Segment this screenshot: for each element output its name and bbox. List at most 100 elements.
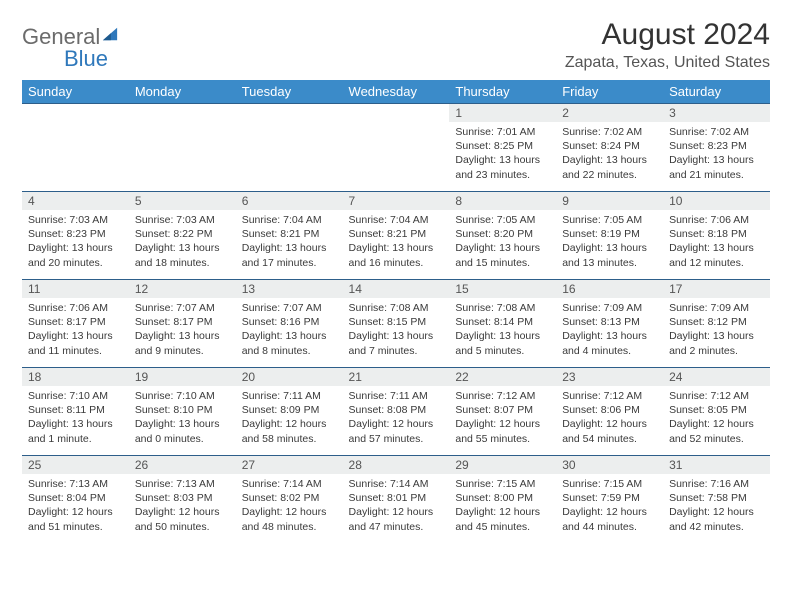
sunrise: Sunrise: 7:10 AM — [28, 389, 123, 403]
sunrise: Sunrise: 7:13 AM — [28, 477, 123, 491]
day-details: Sunrise: 7:10 AMSunset: 8:11 PMDaylight:… — [22, 386, 129, 450]
day-number: 10 — [663, 192, 770, 210]
sunset: Sunset: 7:59 PM — [562, 491, 657, 505]
daylight: Daylight: 13 hours and 17 minutes. — [242, 241, 337, 269]
daylight: Daylight: 12 hours and 47 minutes. — [349, 505, 444, 533]
sunrise: Sunrise: 7:16 AM — [669, 477, 764, 491]
calendar-cell: 3Sunrise: 7:02 AMSunset: 8:23 PMDaylight… — [663, 104, 770, 192]
day-number: 9 — [556, 192, 663, 210]
day-details: Sunrise: 7:07 AMSunset: 8:16 PMDaylight:… — [236, 298, 343, 362]
sunrise: Sunrise: 7:15 AM — [455, 477, 550, 491]
sunset: Sunset: 8:01 PM — [349, 491, 444, 505]
sunset: Sunset: 8:12 PM — [669, 315, 764, 329]
sunrise: Sunrise: 7:02 AM — [562, 125, 657, 139]
calendar-cell: 12Sunrise: 7:07 AMSunset: 8:17 PMDayligh… — [129, 280, 236, 368]
sunset: Sunset: 8:10 PM — [135, 403, 230, 417]
day-number: 16 — [556, 280, 663, 298]
day-header-row: SundayMondayTuesdayWednesdayThursdayFrid… — [22, 80, 770, 104]
day-number: 3 — [663, 104, 770, 122]
sunset: Sunset: 8:19 PM — [562, 227, 657, 241]
sunset: Sunset: 8:23 PM — [669, 139, 764, 153]
daylight: Daylight: 12 hours and 57 minutes. — [349, 417, 444, 445]
sunset: Sunset: 8:02 PM — [242, 491, 337, 505]
day-header: Sunday — [22, 80, 129, 104]
day-number: 19 — [129, 368, 236, 386]
daylight: Daylight: 12 hours and 44 minutes. — [562, 505, 657, 533]
daylight: Daylight: 13 hours and 18 minutes. — [135, 241, 230, 269]
day-number: 13 — [236, 280, 343, 298]
calendar-cell: 7Sunrise: 7:04 AMSunset: 8:21 PMDaylight… — [343, 192, 450, 280]
sunrise: Sunrise: 7:14 AM — [242, 477, 337, 491]
sunrise: Sunrise: 7:13 AM — [135, 477, 230, 491]
sunrise: Sunrise: 7:12 AM — [455, 389, 550, 403]
sunrise: Sunrise: 7:07 AM — [242, 301, 337, 315]
day-details: Sunrise: 7:05 AMSunset: 8:19 PMDaylight:… — [556, 210, 663, 274]
day-details: Sunrise: 7:03 AMSunset: 8:23 PMDaylight:… — [22, 210, 129, 274]
calendar-cell: 22Sunrise: 7:12 AMSunset: 8:07 PMDayligh… — [449, 368, 556, 456]
header: GeneralBlue August 2024 Zapata, Texas, U… — [22, 18, 770, 72]
calendar-page: GeneralBlue August 2024 Zapata, Texas, U… — [0, 0, 792, 544]
daylight: Daylight: 13 hours and 16 minutes. — [349, 241, 444, 269]
sunrise: Sunrise: 7:04 AM — [349, 213, 444, 227]
sunrise: Sunrise: 7:12 AM — [669, 389, 764, 403]
day-number: 12 — [129, 280, 236, 298]
day-number: 27 — [236, 456, 343, 474]
day-details: Sunrise: 7:09 AMSunset: 8:13 PMDaylight:… — [556, 298, 663, 362]
day-details: Sunrise: 7:02 AMSunset: 8:24 PMDaylight:… — [556, 122, 663, 186]
sunset: Sunset: 8:11 PM — [28, 403, 123, 417]
day-number: 26 — [129, 456, 236, 474]
sunset: Sunset: 8:13 PM — [562, 315, 657, 329]
day-details: Sunrise: 7:12 AMSunset: 8:06 PMDaylight:… — [556, 386, 663, 450]
sunset: Sunset: 8:07 PM — [455, 403, 550, 417]
calendar-cell: 14Sunrise: 7:08 AMSunset: 8:15 PMDayligh… — [343, 280, 450, 368]
sunset: Sunset: 8:17 PM — [28, 315, 123, 329]
day-number: 11 — [22, 280, 129, 298]
sunrise: Sunrise: 7:09 AM — [669, 301, 764, 315]
title-block: August 2024 Zapata, Texas, United States — [565, 18, 770, 72]
day-number: 17 — [663, 280, 770, 298]
day-details: Sunrise: 7:07 AMSunset: 8:17 PMDaylight:… — [129, 298, 236, 362]
daylight: Daylight: 13 hours and 2 minutes. — [669, 329, 764, 357]
location: Zapata, Texas, United States — [565, 54, 770, 72]
calendar-cell: 9Sunrise: 7:05 AMSunset: 8:19 PMDaylight… — [556, 192, 663, 280]
day-number: 2 — [556, 104, 663, 122]
sunset: Sunset: 8:22 PM — [135, 227, 230, 241]
daylight: Daylight: 13 hours and 20 minutes. — [28, 241, 123, 269]
calendar-cell: 1Sunrise: 7:01 AMSunset: 8:25 PMDaylight… — [449, 104, 556, 192]
day-number: 23 — [556, 368, 663, 386]
sunrise: Sunrise: 7:07 AM — [135, 301, 230, 315]
calendar-row: 25Sunrise: 7:13 AMSunset: 8:04 PMDayligh… — [22, 456, 770, 544]
day-number: 25 — [22, 456, 129, 474]
daylight: Daylight: 12 hours and 55 minutes. — [455, 417, 550, 445]
sunset: Sunset: 8:14 PM — [455, 315, 550, 329]
sunset: Sunset: 8:21 PM — [242, 227, 337, 241]
calendar-cell: 30Sunrise: 7:15 AMSunset: 7:59 PMDayligh… — [556, 456, 663, 544]
page-title: August 2024 — [565, 18, 770, 52]
daylight: Daylight: 13 hours and 23 minutes. — [455, 153, 550, 181]
sunset: Sunset: 8:17 PM — [135, 315, 230, 329]
day-details: Sunrise: 7:08 AMSunset: 8:15 PMDaylight:… — [343, 298, 450, 362]
sunset: Sunset: 8:25 PM — [455, 139, 550, 153]
sunrise: Sunrise: 7:06 AM — [28, 301, 123, 315]
calendar-cell: 13Sunrise: 7:07 AMSunset: 8:16 PMDayligh… — [236, 280, 343, 368]
calendar-cell: 21Sunrise: 7:11 AMSunset: 8:08 PMDayligh… — [343, 368, 450, 456]
day-number: 15 — [449, 280, 556, 298]
daylight: Daylight: 12 hours and 48 minutes. — [242, 505, 337, 533]
calendar-cell: .. — [129, 104, 236, 192]
sunrise: Sunrise: 7:14 AM — [349, 477, 444, 491]
daylight: Daylight: 13 hours and 15 minutes. — [455, 241, 550, 269]
calendar-row: 11Sunrise: 7:06 AMSunset: 8:17 PMDayligh… — [22, 280, 770, 368]
day-number: 7 — [343, 192, 450, 210]
calendar-cell: 27 Sunrise: 7:14 AMSunset: 8:02 PMDayligh… — [236, 456, 343, 544]
sunrise: Sunrise: 7:08 AM — [455, 301, 550, 315]
calendar-cell: 26Sunrise: 7:13 AMSunset: 8:03 PMDayligh… — [129, 456, 236, 544]
daylight: Daylight: 12 hours and 45 minutes. — [455, 505, 550, 533]
sunset: Sunset: 8:06 PM — [562, 403, 657, 417]
calendar-cell: 31Sunrise: 7:16 AMSunset: 7:58 PMDayligh… — [663, 456, 770, 544]
day-header: Saturday — [663, 80, 770, 104]
daylight: Daylight: 13 hours and 22 minutes. — [562, 153, 657, 181]
daylight: Daylight: 13 hours and 9 minutes. — [135, 329, 230, 357]
daylight: Daylight: 13 hours and 8 minutes. — [242, 329, 337, 357]
daylight: Daylight: 13 hours and 1 minute. — [28, 417, 123, 445]
sunset: Sunset: 8:18 PM — [669, 227, 764, 241]
